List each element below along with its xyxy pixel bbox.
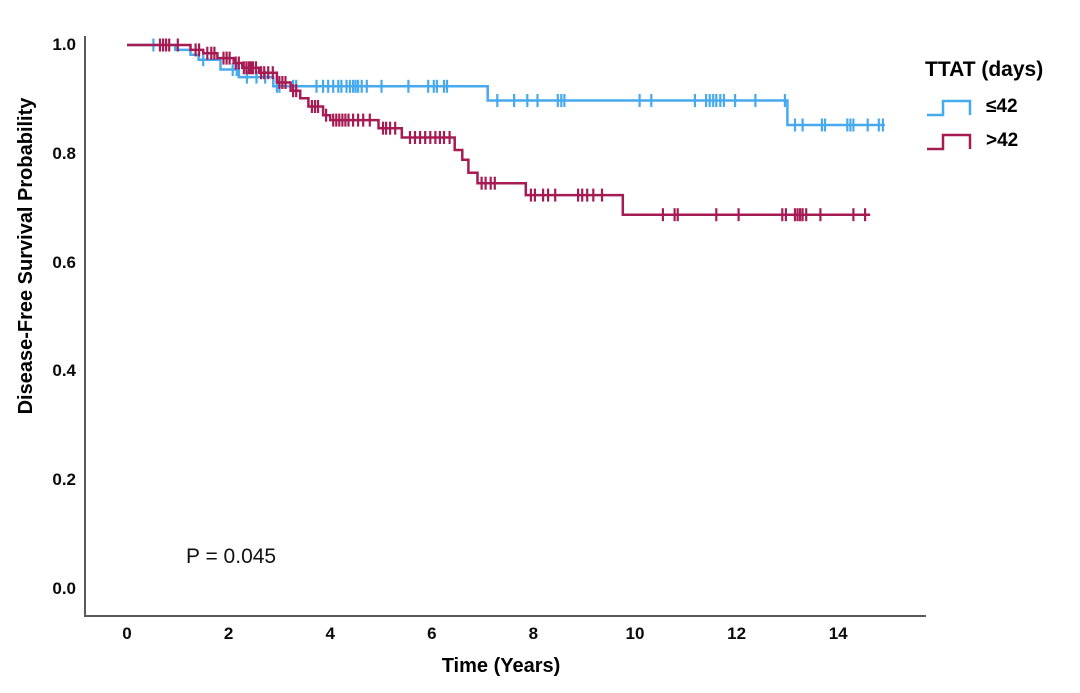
x-tick-label: 12 — [727, 624, 747, 643]
y-tick-label: 1.0 — [52, 35, 76, 54]
y-tick-label: 0.4 — [52, 361, 76, 381]
y-tick-label: 0.8 — [52, 143, 76, 163]
x-tick-label: 6 — [427, 624, 437, 643]
censor-marks-le42 — [152, 38, 885, 132]
legend: TTAT (days) ≤42 >42 — [925, 58, 1079, 156]
y-axis-title: Disease-Free Survival Probability — [15, 97, 37, 415]
x-tick-label: 10 — [625, 624, 645, 643]
x-axis-title: Time (Years) — [441, 655, 561, 677]
legend-label: >42 — [986, 130, 1019, 151]
p-value-annotation: P = 0.045 — [186, 545, 277, 568]
y-tick-label: 0.2 — [52, 470, 76, 490]
legend-item-gt42: >42 — [925, 126, 1079, 156]
x-tick-label: 2 — [223, 624, 234, 643]
x-tick-label: 0 — [122, 624, 132, 643]
legend-title: TTAT (days) — [925, 58, 1044, 81]
step-line-icon — [927, 133, 972, 151]
y-tick-label: 0.6 — [52, 252, 76, 272]
legend-label: ≤42 — [986, 96, 1018, 117]
censor-marks-gt42 — [158, 38, 867, 222]
legend-item-le42: ≤42 — [925, 92, 1079, 122]
y-tick-label: 0.0 — [52, 579, 76, 598]
x-tick-label: 14 — [828, 624, 848, 643]
survival-curve-le42 — [127, 43, 885, 127]
x-tick-label: 8 — [528, 624, 539, 643]
step-line-icon — [927, 99, 972, 117]
x-tick-label: 4 — [325, 624, 335, 643]
